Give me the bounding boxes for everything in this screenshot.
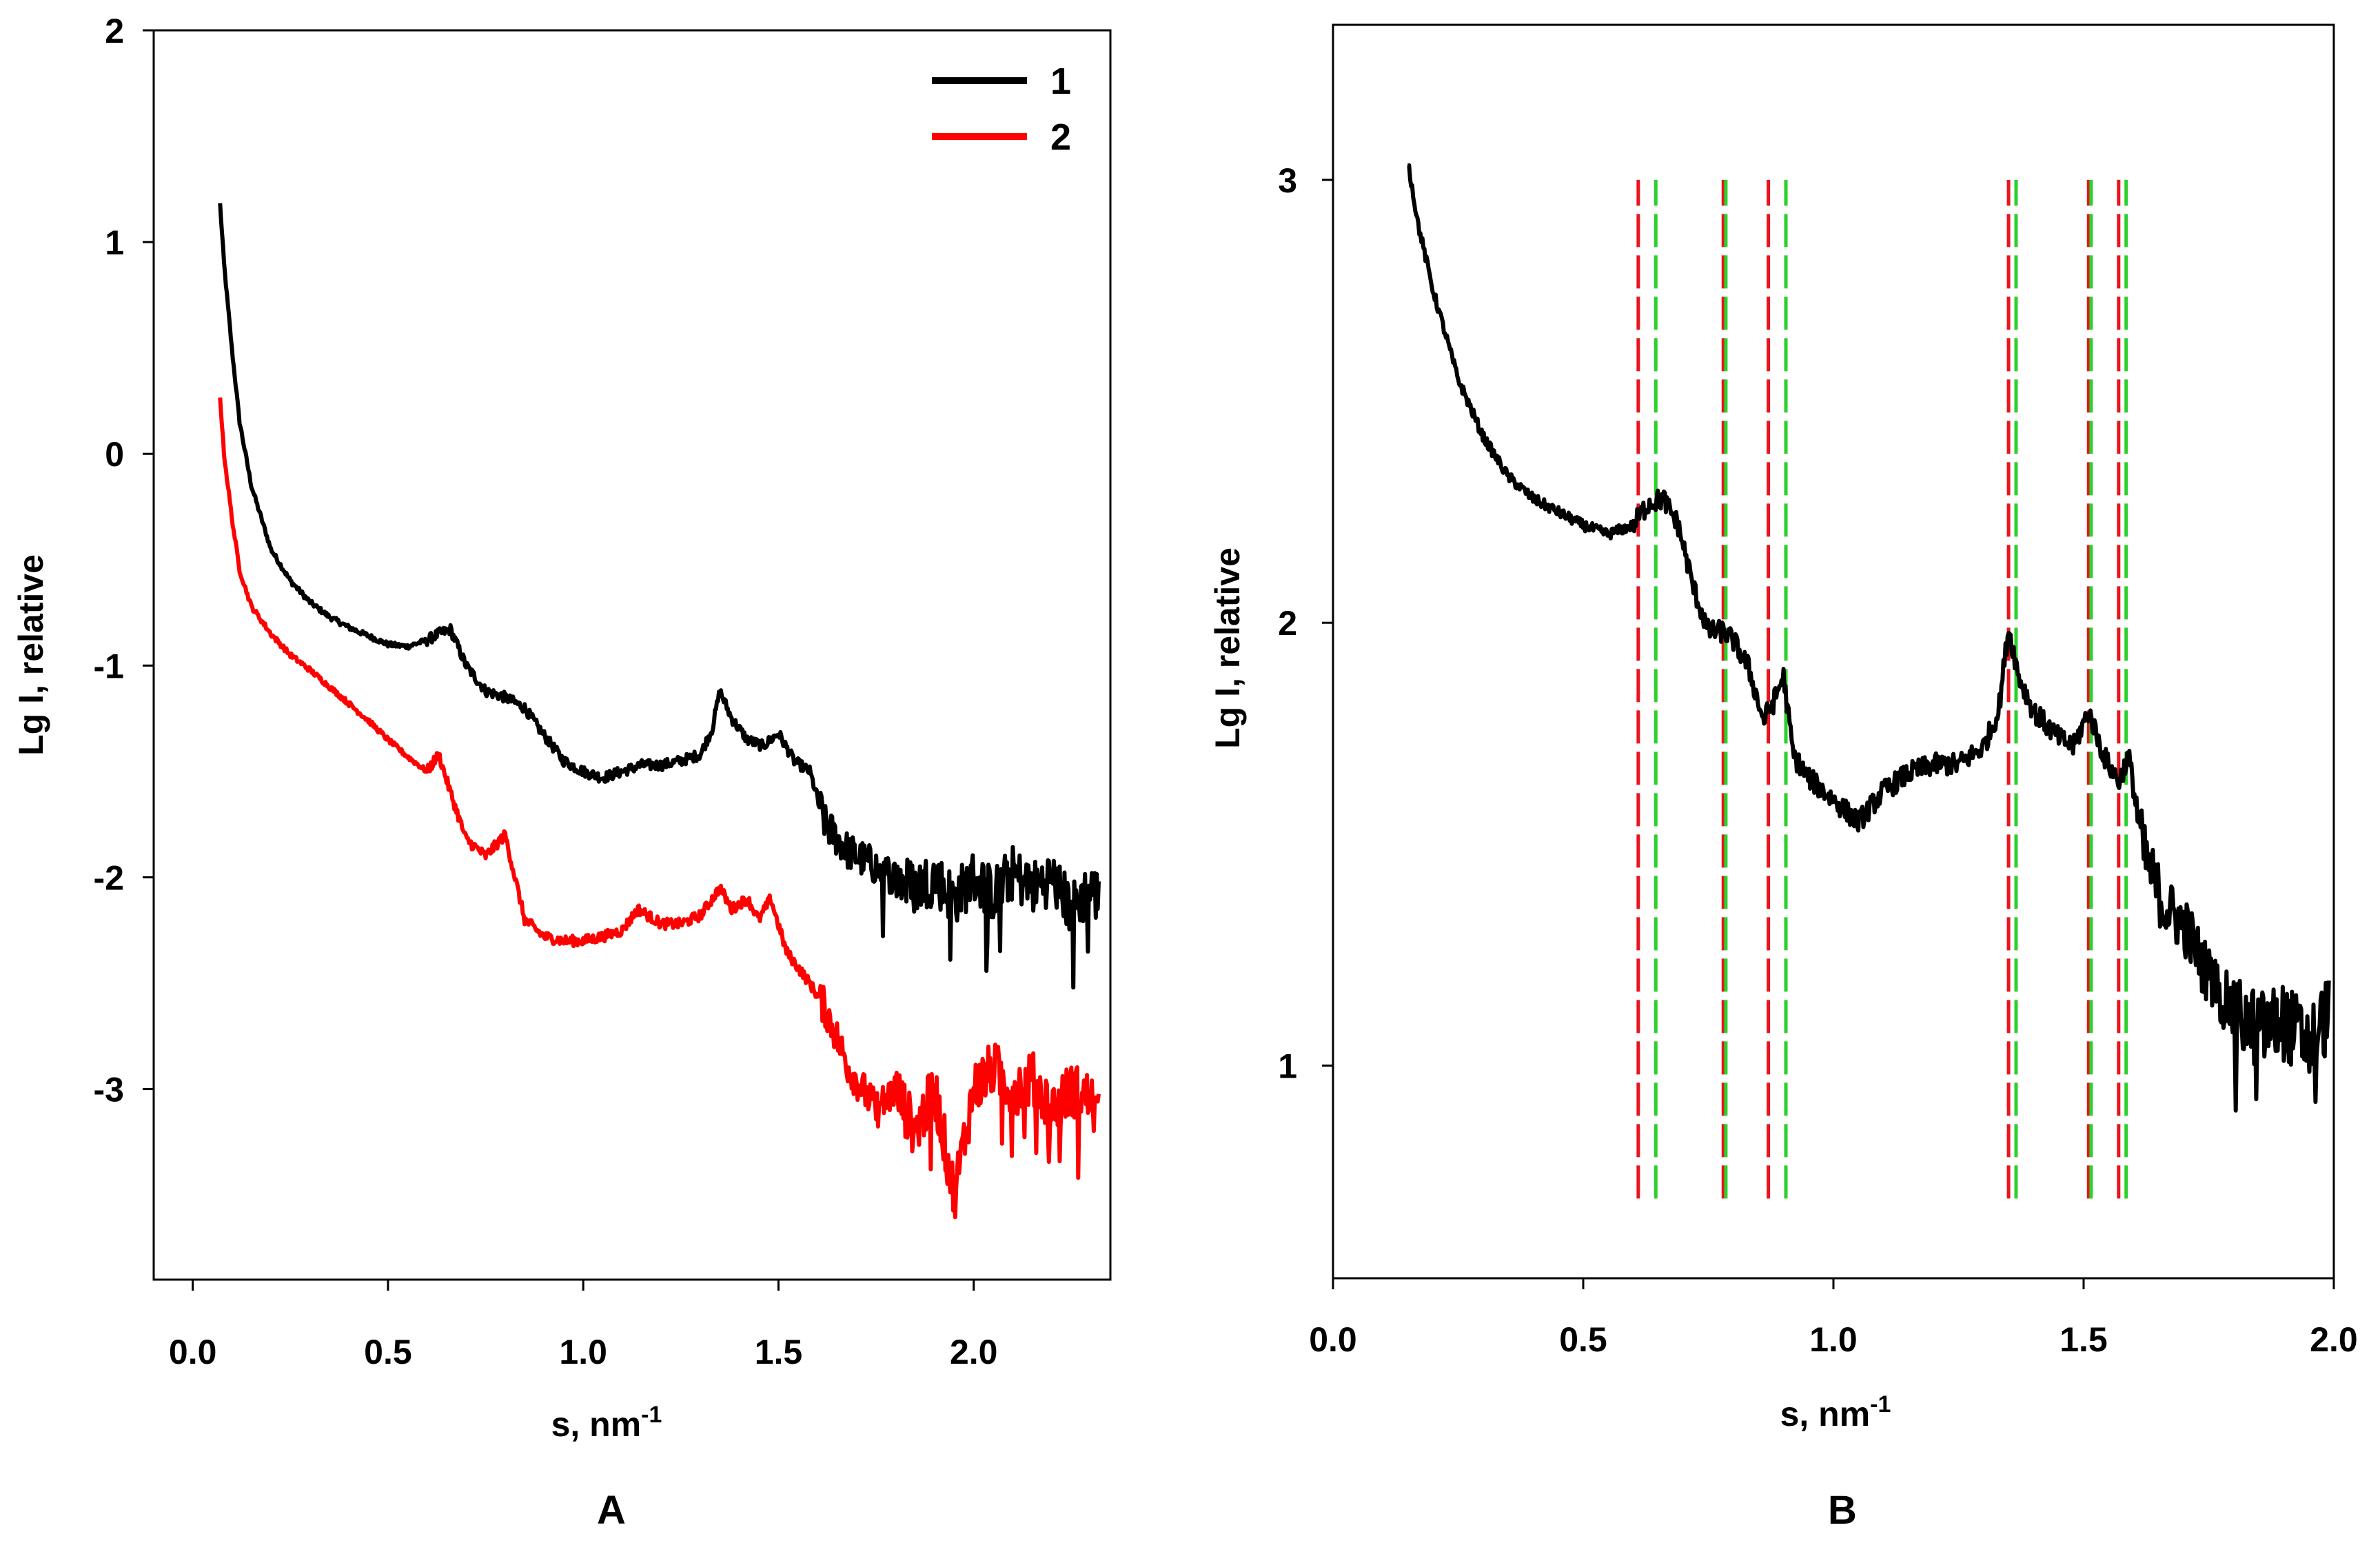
panel-a-legend-label-1: 1 xyxy=(1050,61,1071,102)
x-tick-label: 1.0 xyxy=(1809,1320,1858,1359)
series-line-a-2 xyxy=(218,397,1101,1220)
panel-b-y-ticks: 1 2 3 xyxy=(1278,161,1333,1086)
panel-a-plot-area xyxy=(218,203,1101,1220)
x-tick-label: 0.5 xyxy=(364,1333,412,1371)
panel-b-frame xyxy=(1332,23,2335,1280)
panel-a-legend: 1 2 xyxy=(932,61,1071,158)
x-tick-label: 0.0 xyxy=(1309,1320,1357,1359)
panel-b-reference-lines xyxy=(1636,179,2128,1199)
y-tick-label: 2 xyxy=(1278,604,1297,643)
panel-b-label: B xyxy=(1828,1488,1857,1533)
y-tick-label: -2 xyxy=(94,858,124,897)
x-tick-label: 2.0 xyxy=(2310,1320,2358,1359)
panel-b-y-axis-label: Lg I, relative xyxy=(1208,547,1247,749)
panel-a-x-axis-label: s, nm-1 xyxy=(551,1402,662,1444)
panel-a-label: A xyxy=(597,1488,626,1533)
panel-b: 0.0 0.5 1.0 1.5 2.0 1 2 3 s, nm-1 Lg I, relati… xyxy=(1208,23,2358,1533)
x-tick-label: 0.0 xyxy=(169,1333,217,1371)
x-tick-label: 2.0 xyxy=(950,1333,998,1371)
panel-a: 0.0 0.5 1.0 1.5 2.0 -3 -2 -1 0 1 2 1 2 s, nm-1 Lg… xyxy=(12,12,1112,1533)
panel-b-x-axis-label: s, nm-1 xyxy=(1780,1391,1891,1433)
y-tick-label: 0 xyxy=(105,435,124,474)
panel-b-x-ticks: 0.0 0.5 1.0 1.5 2.0 xyxy=(1309,1278,2358,1359)
y-tick-label: -1 xyxy=(94,647,124,685)
panel-a-x-ticks: 0.0 0.5 1.0 1.5 2.0 xyxy=(169,1280,998,1371)
x-tick-label: 0.5 xyxy=(1559,1320,1607,1359)
y-tick-label: 2 xyxy=(105,12,124,50)
series-line-a-1 xyxy=(218,203,1101,990)
y-tick-label: 1 xyxy=(105,223,124,262)
series-line-b-curve xyxy=(1407,163,2331,1113)
y-tick-label: 3 xyxy=(1278,161,1297,200)
x-tick-label: 1.0 xyxy=(559,1333,607,1371)
panel-b-plot-area xyxy=(1407,163,2331,1113)
y-tick-label: 1 xyxy=(1278,1047,1297,1086)
panel-a-y-ticks: -3 -2 -1 0 1 2 xyxy=(94,12,154,1109)
panel-a-frame xyxy=(152,29,1112,1281)
x-tick-label: 1.5 xyxy=(755,1333,803,1371)
panel-a-y-axis-label: Lg I, relative xyxy=(12,554,50,756)
panel-a-legend-label-2: 2 xyxy=(1050,117,1071,158)
y-tick-label: -3 xyxy=(94,1071,124,1109)
x-tick-label: 1.5 xyxy=(2059,1320,2108,1359)
